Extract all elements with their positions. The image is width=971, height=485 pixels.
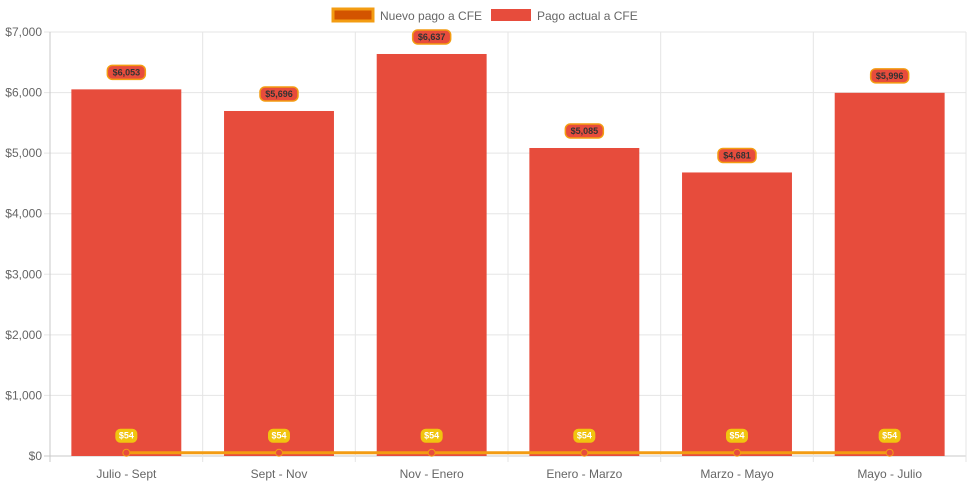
- line-label: $54: [424, 431, 439, 441]
- bar-label-bg: [411, 29, 452, 45]
- line-label-bg: [115, 428, 138, 443]
- bar: [71, 89, 182, 456]
- bar-label-bg: [869, 68, 910, 84]
- y-tick-label: $6,000: [5, 86, 42, 100]
- y-tick-label: $0: [29, 449, 43, 463]
- legend-swatch-pago-actual: [491, 9, 531, 21]
- bar: [682, 172, 792, 456]
- y-tick-label: $5,000: [5, 146, 42, 160]
- line-label: $54: [729, 431, 744, 441]
- x-tick-label: Marzo - Mayo: [700, 467, 774, 481]
- bar-label: $5,996: [876, 71, 904, 81]
- line-point: [580, 448, 589, 457]
- line-point: [427, 448, 436, 457]
- legend[interactable]: Nuevo pago a CFE Pago actual a CFE: [331, 7, 638, 23]
- x-tick-label: Sept - Nov: [251, 467, 308, 481]
- x-tick-label: Julio - Sept: [96, 467, 157, 481]
- legend-swatch-nuevo-pago: [331, 7, 375, 23]
- bar: [834, 92, 945, 456]
- legend-item-nuevo-pago[interactable]: Nuevo pago a CFE: [331, 7, 482, 23]
- bar-label: $5,085: [571, 126, 599, 136]
- line-point: [122, 448, 131, 457]
- legend-label-nuevo-pago: Nuevo pago a CFE: [380, 9, 482, 23]
- bar-label-bg: [564, 123, 605, 139]
- line-label: $54: [271, 431, 286, 441]
- line-point: [733, 448, 741, 457]
- y-tick-label: $1,000: [5, 388, 42, 402]
- bars: [71, 53, 945, 457]
- line-label-bg: [420, 428, 443, 443]
- bar-label-bg: [717, 147, 757, 164]
- grid: [44, 31, 967, 462]
- line-point: [275, 448, 283, 457]
- x-tick-label: Mayo - Julio: [857, 467, 922, 481]
- line-label-bg: [878, 428, 901, 443]
- bar-label: $5,696: [265, 89, 293, 99]
- line-label: $54: [882, 431, 897, 441]
- x-tick-label: Nov - Enero: [400, 467, 464, 481]
- line-point: [885, 448, 894, 457]
- y-tick-label: $7,000: [5, 25, 42, 39]
- bar: [224, 110, 334, 457]
- bar: [376, 53, 487, 456]
- data-labels: $6,053 $5,696 $6,637 $5,085 $4,681 $5,996 $54 $…: [106, 29, 910, 443]
- line-label: $54: [119, 431, 134, 441]
- y-tick-label: $4,000: [5, 207, 42, 221]
- bar-label-bg: [106, 64, 147, 81]
- axes: $0 $1,000 $2,000 $3,000 $4,000 $5,000 $6,000 $7…: [5, 25, 922, 481]
- y-tick-label: $3,000: [5, 267, 42, 281]
- bar-label: $4,681: [723, 150, 751, 160]
- bar-label: $6,053: [113, 67, 141, 77]
- line-series: [122, 448, 894, 457]
- legend-label-pago-actual: Pago actual a CFE: [537, 9, 638, 23]
- bar: [529, 147, 640, 456]
- x-tick-label: Enero - Marzo: [546, 467, 622, 481]
- line-label-bg: [726, 428, 748, 443]
- line-label-bg: [573, 428, 596, 443]
- y-tick-label: $2,000: [5, 328, 42, 342]
- legend-item-pago-actual[interactable]: Pago actual a CFE: [491, 9, 638, 23]
- line-label-bg: [268, 428, 290, 443]
- line-label: $54: [577, 431, 592, 441]
- bar-label-bg: [259, 86, 299, 102]
- bar-label: $6,637: [418, 32, 446, 42]
